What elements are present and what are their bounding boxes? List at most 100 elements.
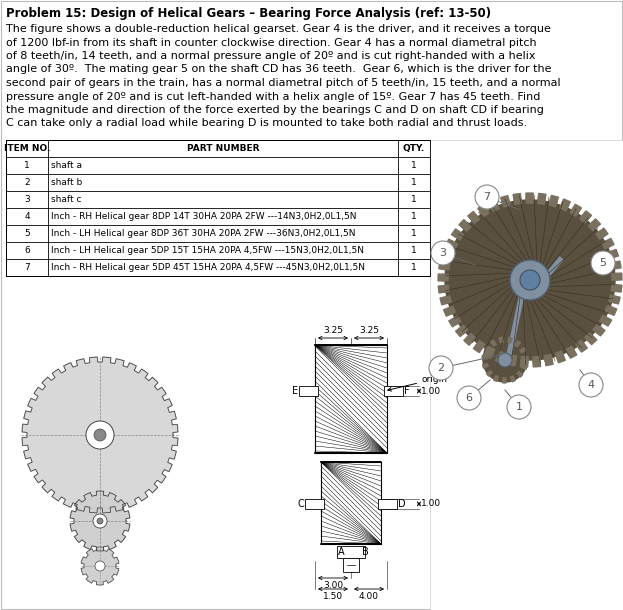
Text: C: C xyxy=(297,499,304,509)
Polygon shape xyxy=(599,315,608,324)
Circle shape xyxy=(429,356,453,380)
Polygon shape xyxy=(452,229,460,238)
Polygon shape xyxy=(596,327,605,336)
Polygon shape xyxy=(538,193,546,200)
Polygon shape xyxy=(573,204,581,213)
Polygon shape xyxy=(489,199,498,207)
Circle shape xyxy=(591,251,615,275)
Text: 4: 4 xyxy=(24,212,30,221)
Text: A: A xyxy=(338,547,345,557)
Polygon shape xyxy=(521,365,527,369)
Text: Inch - RH Helical gear 8DP 14T 30HA 20PA 2FW ---14N3,0H2,0L1,5N: Inch - RH Helical gear 8DP 14T 30HA 20PA… xyxy=(51,212,356,221)
Bar xyxy=(299,386,318,396)
Polygon shape xyxy=(614,261,621,269)
Bar xyxy=(305,499,324,509)
Bar xyxy=(315,345,387,453)
Polygon shape xyxy=(438,285,445,293)
Polygon shape xyxy=(610,262,617,269)
Text: 7: 7 xyxy=(483,192,490,202)
Text: 6: 6 xyxy=(24,246,30,255)
Text: 2: 2 xyxy=(437,363,445,373)
Polygon shape xyxy=(487,371,492,376)
Polygon shape xyxy=(439,262,446,270)
Polygon shape xyxy=(445,200,615,360)
Bar xyxy=(337,546,365,558)
Polygon shape xyxy=(480,208,489,217)
Polygon shape xyxy=(511,376,515,382)
Polygon shape xyxy=(520,348,526,353)
Circle shape xyxy=(431,241,455,265)
Text: F: F xyxy=(404,386,410,396)
Polygon shape xyxy=(609,307,617,315)
Text: 1: 1 xyxy=(411,263,417,272)
Polygon shape xyxy=(605,306,613,314)
Text: Inch - RH Helical gear 5DP 45T 15HA 20PA 4,5FW ---45N3,0H2,0L1,5N: Inch - RH Helical gear 5DP 45T 15HA 20PA… xyxy=(51,263,365,272)
Polygon shape xyxy=(499,337,503,343)
Polygon shape xyxy=(561,199,570,207)
Circle shape xyxy=(457,386,481,410)
Text: The figure shows a double-reduction helical gearset. Gear 4 is the driver, and i: The figure shows a double-reduction heli… xyxy=(6,24,551,34)
Polygon shape xyxy=(545,354,552,362)
Polygon shape xyxy=(607,251,615,259)
Circle shape xyxy=(94,429,106,441)
Text: Problem 15: Design of Helical Gears – Bearing Force Analysis (ref: 13-50): Problem 15: Design of Helical Gears – Be… xyxy=(6,7,491,20)
Polygon shape xyxy=(485,346,490,352)
Polygon shape xyxy=(612,296,620,304)
Text: 1: 1 xyxy=(411,195,417,204)
Polygon shape xyxy=(462,222,471,231)
Text: pressure angle of 20º and is cut left-handed with a helix angle of 15º. Gear 7 h: pressure angle of 20º and is cut left-ha… xyxy=(6,92,540,101)
Text: 3: 3 xyxy=(439,248,447,258)
Text: shaft b: shaft b xyxy=(51,178,82,187)
Polygon shape xyxy=(445,239,454,248)
Polygon shape xyxy=(486,346,495,355)
Polygon shape xyxy=(482,355,487,359)
Polygon shape xyxy=(482,364,488,368)
Polygon shape xyxy=(22,357,178,513)
Circle shape xyxy=(510,260,550,300)
Text: ITEM NO.: ITEM NO. xyxy=(4,144,50,153)
Text: 7: 7 xyxy=(24,263,30,272)
Text: 4.00: 4.00 xyxy=(359,592,379,601)
Polygon shape xyxy=(442,285,449,292)
Polygon shape xyxy=(545,359,553,365)
Text: second pair of gears in the train, has a normal diametral pitch of 5 teeth/in, 1: second pair of gears in the train, has a… xyxy=(6,78,561,88)
Text: D: D xyxy=(398,499,406,509)
Polygon shape xyxy=(549,199,557,207)
Polygon shape xyxy=(81,547,119,585)
Text: 3.25: 3.25 xyxy=(323,326,343,335)
Circle shape xyxy=(475,185,499,209)
Polygon shape xyxy=(609,295,616,303)
Bar xyxy=(343,558,359,572)
Polygon shape xyxy=(517,371,523,377)
Text: 1: 1 xyxy=(411,178,417,187)
Polygon shape xyxy=(585,333,594,342)
Polygon shape xyxy=(484,350,493,359)
Polygon shape xyxy=(603,317,612,326)
Polygon shape xyxy=(591,219,601,228)
Bar xyxy=(6,140,430,276)
Polygon shape xyxy=(616,273,622,280)
Polygon shape xyxy=(449,241,458,249)
Polygon shape xyxy=(444,296,452,304)
Text: 5: 5 xyxy=(599,258,607,268)
Polygon shape xyxy=(470,215,480,223)
Polygon shape xyxy=(533,356,540,363)
Text: 4: 4 xyxy=(587,380,594,390)
Text: C can take only a radial load while bearing D is mounted to take both radial and: C can take only a radial load while bear… xyxy=(6,118,527,129)
Circle shape xyxy=(579,373,603,397)
Polygon shape xyxy=(593,325,602,333)
Polygon shape xyxy=(555,351,564,359)
Text: 1: 1 xyxy=(411,212,417,221)
Bar xyxy=(378,499,397,509)
Polygon shape xyxy=(493,376,498,381)
Polygon shape xyxy=(556,355,565,363)
Polygon shape xyxy=(538,198,545,204)
Text: Inch - LH Helical gear 5DP 15T 15HA 20PA 4,5FW ---15N3,0H2,0L1,5N: Inch - LH Helical gear 5DP 15T 15HA 20PA… xyxy=(51,246,364,255)
Polygon shape xyxy=(566,346,575,354)
Polygon shape xyxy=(501,196,509,203)
Polygon shape xyxy=(443,263,450,270)
Polygon shape xyxy=(578,343,587,352)
Polygon shape xyxy=(478,205,487,213)
Polygon shape xyxy=(606,239,614,247)
Polygon shape xyxy=(508,359,516,366)
